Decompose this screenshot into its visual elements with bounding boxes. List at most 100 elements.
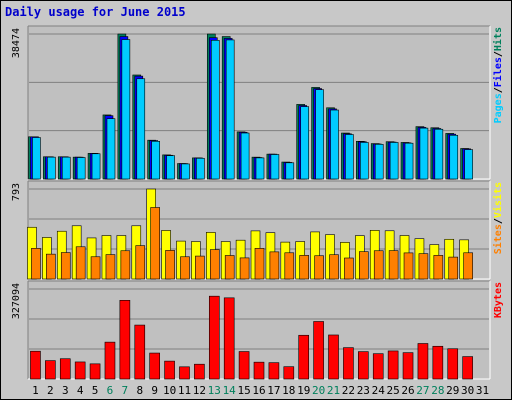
bar-pages: [106, 118, 116, 180]
chart-panels: [27, 25, 491, 380]
bar-sites: [31, 248, 41, 280]
y-axis-max-label: 327094: [11, 283, 22, 319]
x-tick-label: 19: [297, 384, 310, 397]
bar-kbytes: [208, 295, 220, 380]
bar-sites: [224, 255, 235, 280]
series-label-part: Hits: [492, 27, 504, 51]
bar-pages: [255, 157, 265, 180]
y-axis-max-label: 793: [11, 183, 22, 201]
bar-pages: [360, 142, 369, 180]
bar-kbytes: [194, 363, 205, 380]
x-tick-label: 28: [431, 384, 444, 397]
x-tick-label: 17: [267, 384, 280, 397]
bar-kbytes: [358, 351, 369, 380]
bar-pages: [181, 163, 190, 180]
bar-pages: [32, 137, 41, 180]
series-label-part: Visits: [492, 182, 504, 218]
bar-pages: [61, 156, 71, 180]
bar-sites: [105, 254, 116, 280]
y-axis-series-label: Sites/Visits: [492, 182, 504, 254]
bar-kbytes: [387, 350, 399, 380]
x-tick-label: 30: [461, 384, 474, 397]
x-tick-label: 8: [136, 384, 143, 397]
bar-kbytes: [372, 353, 384, 380]
bar-sites: [90, 256, 101, 280]
bar-pages: [315, 89, 324, 180]
bar-sites: [165, 250, 175, 280]
x-axis-labels: 1 2 3 4 5 6 7 8 9 10 11 12 13 14 15 16 17 18 19 20 21 22 23 24 2…: [32, 384, 489, 397]
x-tick-label: 20: [312, 384, 325, 397]
x-tick-label: 3: [62, 384, 69, 397]
bar-sites: [46, 253, 56, 280]
x-tick-label: 10: [163, 384, 176, 397]
bar-kbytes: [179, 366, 190, 380]
x-tick-label: 27: [416, 384, 429, 397]
bar-sites: [195, 255, 205, 280]
bar-kbytes: [298, 334, 310, 380]
bar-pages: [285, 162, 295, 180]
bar-kbytes: [59, 358, 71, 380]
bar-sites: [269, 251, 280, 280]
y-axis-labels: 38474Pages/Files/Hits793Sites/Visits3270…: [11, 27, 504, 319]
bar-pages: [151, 141, 160, 180]
y-axis-series-label: Pages/Files/Hits: [492, 27, 504, 123]
bar-pages: [419, 127, 429, 180]
x-tick-label: 15: [237, 384, 250, 397]
bar-sites: [329, 254, 339, 280]
bar-pages: [121, 39, 131, 180]
bar-sites: [344, 257, 354, 280]
x-tick-label: 1: [32, 384, 39, 397]
bar-sites: [254, 248, 265, 280]
bar-sites: [135, 245, 146, 280]
chart-bars: [27, 33, 473, 380]
series-label-part: Pages: [493, 93, 504, 123]
bar-kbytes: [328, 334, 339, 380]
bar-pages: [196, 157, 205, 180]
bar-sites: [239, 257, 250, 280]
bar-kbytes: [343, 347, 354, 380]
bar-sites: [373, 250, 384, 280]
bar-sites: [314, 255, 324, 280]
bar-kbytes: [164, 360, 175, 380]
bar-pages: [240, 132, 250, 180]
bar-sites: [433, 255, 444, 280]
x-tick-label: 16: [252, 384, 265, 397]
series-label-part: /: [493, 87, 504, 93]
bar-sites: [284, 252, 295, 280]
x-tick-label: 24: [372, 384, 386, 397]
bar-pages: [47, 156, 56, 180]
bar-kbytes: [30, 350, 41, 380]
x-tick-label: 18: [282, 384, 295, 397]
bar-kbytes: [149, 352, 160, 380]
bar-kbytes: [223, 297, 235, 380]
bar-kbytes: [45, 360, 56, 380]
bar-pages: [270, 154, 280, 180]
bar-pages: [330, 109, 339, 180]
bar-sites: [120, 250, 131, 280]
series-label-part: Files: [492, 57, 504, 87]
bar-kbytes: [104, 341, 116, 380]
bar-sites: [75, 246, 86, 280]
bar-kbytes: [462, 356, 473, 380]
bar-kbytes: [74, 361, 86, 380]
bar-kbytes: [119, 300, 131, 380]
bar-pages: [300, 106, 310, 180]
x-tick-label: 9: [151, 384, 158, 397]
bar-pages: [76, 157, 86, 180]
x-tick-label: 11: [178, 384, 191, 397]
bar-kbytes: [238, 351, 250, 380]
bar-sites: [463, 252, 473, 280]
bar-kbytes: [134, 324, 146, 380]
series-label-part: /: [493, 51, 504, 57]
bar-sites: [150, 207, 160, 280]
series-label-part: /: [493, 218, 504, 224]
bar-pages: [464, 149, 473, 180]
x-tick-label: 29: [446, 384, 459, 397]
series-label-part: Sites: [492, 224, 504, 254]
bar-sites: [418, 253, 429, 280]
x-tick-label: 22: [342, 384, 355, 397]
x-tick-label: 7: [122, 384, 129, 397]
x-tick-label: 26: [401, 384, 414, 397]
